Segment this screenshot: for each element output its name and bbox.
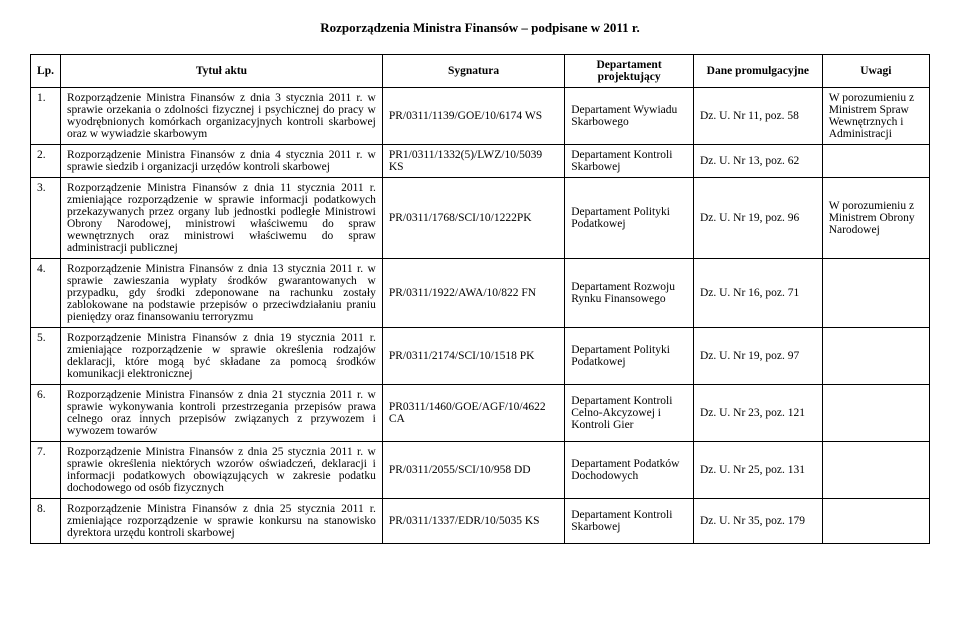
cell-dane: Dz. U. Nr 16, poz. 71: [693, 259, 822, 328]
cell-departament: Departament Kontroli Skarbowej: [565, 499, 694, 544]
cell-tytul: Rozporządzenie Ministra Finansów z dnia …: [61, 385, 383, 442]
cell-departament: Departament Wywiadu Skarbowego: [565, 88, 694, 145]
cell-uwagi: W porozumieniu z Ministrem Obrony Narodo…: [822, 178, 929, 259]
cell-tytul: Rozporządzenie Ministra Finansów z dnia …: [61, 145, 383, 178]
cell-dane: Dz. U. Nr 19, poz. 96: [693, 178, 822, 259]
cell-lp: 4.: [31, 259, 61, 328]
cell-uwagi: [822, 442, 929, 499]
cell-uwagi: [822, 145, 929, 178]
cell-uwagi: W porozumieniu z Ministrem Spraw Wewnętr…: [822, 88, 929, 145]
cell-lp: 3.: [31, 178, 61, 259]
table-row: 3. Rozporządzenie Ministra Finansów z dn…: [31, 178, 930, 259]
cell-sygnatura: PR/0311/1768/SCI/10/1222PK: [382, 178, 564, 259]
cell-departament: Departament Polityki Podatkowej: [565, 178, 694, 259]
cell-dane: Dz. U. Nr 35, poz. 179: [693, 499, 822, 544]
cell-dane: Dz. U. Nr 19, poz. 97: [693, 328, 822, 385]
cell-dane: Dz. U. Nr 13, poz. 62: [693, 145, 822, 178]
cell-sygnatura: PR/0311/2174/SCI/10/1518 PK: [382, 328, 564, 385]
cell-uwagi: [822, 385, 929, 442]
cell-dane: Dz. U. Nr 25, poz. 131: [693, 442, 822, 499]
cell-tytul: Rozporządzenie Ministra Finansów z dnia …: [61, 178, 383, 259]
cell-tytul: Rozporządzenie Ministra Finansów z dnia …: [61, 328, 383, 385]
cell-uwagi: [822, 499, 929, 544]
cell-lp: 7.: [31, 442, 61, 499]
cell-uwagi: [822, 328, 929, 385]
cell-dane: Dz. U. Nr 11, poz. 58: [693, 88, 822, 145]
cell-departament: Departament Podatków Dochodowych: [565, 442, 694, 499]
cell-tytul: Rozporządzenie Ministra Finansów z dnia …: [61, 442, 383, 499]
document-title: Rozporządzenia Ministra Finansów – podpi…: [30, 20, 930, 36]
header-dane: Dane promulgacyjne: [693, 55, 822, 88]
cell-departament: Departament Kontroli Skarbowej: [565, 145, 694, 178]
cell-uwagi: [822, 259, 929, 328]
table-row: 6. Rozporządzenie Ministra Finansów z dn…: [31, 385, 930, 442]
regulations-table: Lp. Tytuł aktu Sygnatura Departament pro…: [30, 54, 930, 544]
table-row: 8. Rozporządzenie Ministra Finansów z dn…: [31, 499, 930, 544]
header-departament: Departament projektujący: [565, 55, 694, 88]
table-row: 1. Rozporządzenie Ministra Finansów z dn…: [31, 88, 930, 145]
header-lp: Lp.: [31, 55, 61, 88]
table-header-row: Lp. Tytuł aktu Sygnatura Departament pro…: [31, 55, 930, 88]
cell-lp: 2.: [31, 145, 61, 178]
cell-sygnatura: PR/0311/1922/AWA/10/822 FN: [382, 259, 564, 328]
cell-tytul: Rozporządzenie Ministra Finansów z dnia …: [61, 499, 383, 544]
cell-tytul: Rozporządzenie Ministra Finansów z dnia …: [61, 259, 383, 328]
cell-sygnatura: PR0311/1460/GOE/AGF/10/4622 CA: [382, 385, 564, 442]
table-body: 1. Rozporządzenie Ministra Finansów z dn…: [31, 88, 930, 544]
header-uwagi: Uwagi: [822, 55, 929, 88]
cell-lp: 5.: [31, 328, 61, 385]
cell-lp: 6.: [31, 385, 61, 442]
table-row: 4. Rozporządzenie Ministra Finansów z dn…: [31, 259, 930, 328]
cell-dane: Dz. U. Nr 23, poz. 121: [693, 385, 822, 442]
cell-sygnatura: PR1/0311/1332(5)/LWZ/10/5039 KS: [382, 145, 564, 178]
cell-lp: 8.: [31, 499, 61, 544]
cell-departament: Departament Rozwoju Rynku Finansowego: [565, 259, 694, 328]
cell-sygnatura: PR/0311/1337/EDR/10/5035 KS: [382, 499, 564, 544]
table-row: 5. Rozporządzenie Ministra Finansów z dn…: [31, 328, 930, 385]
cell-departament: Departament Kontroli Celno-Akcyzowej i K…: [565, 385, 694, 442]
header-tytul: Tytuł aktu: [61, 55, 383, 88]
table-row: 7. Rozporządzenie Ministra Finansów z dn…: [31, 442, 930, 499]
cell-departament: Departament Polityki Podatkowej: [565, 328, 694, 385]
cell-lp: 1.: [31, 88, 61, 145]
cell-tytul: Rozporządzenie Ministra Finansów z dnia …: [61, 88, 383, 145]
table-row: 2. Rozporządzenie Ministra Finansów z dn…: [31, 145, 930, 178]
cell-sygnatura: PR/0311/2055/SCI/10/958 DD: [382, 442, 564, 499]
header-sygnatura: Sygnatura: [382, 55, 564, 88]
cell-sygnatura: PR/0311/1139/GOE/10/6174 WS: [382, 88, 564, 145]
